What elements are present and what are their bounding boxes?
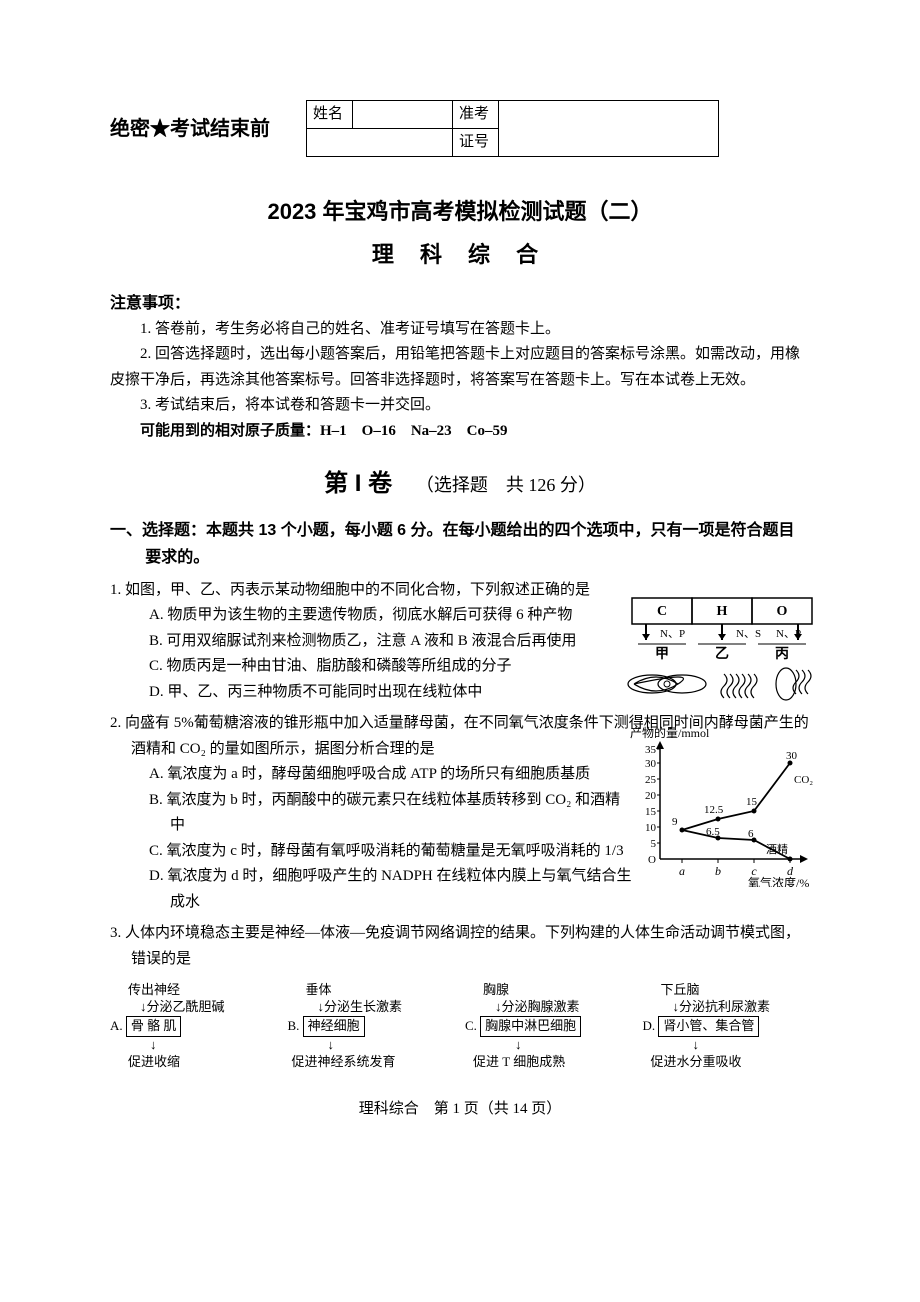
name-row-ext <box>307 129 453 157</box>
id-label-1: 准考 <box>453 101 499 129</box>
name-field[interactable] <box>353 101 453 129</box>
q2-opt-a[interactable]: A. 氧浓度为 a 时，酵母菌细胞呼吸合成 ATP 的场所只有细胞质基质 <box>149 762 635 788</box>
svg-text:b: b <box>715 864 721 878</box>
svg-text:O: O <box>648 854 656 866</box>
section1-head: 一、选择题：本题共 13 个小题，每小题 6 分。在每小题给出的四个选项中，只有… <box>145 517 810 571</box>
svg-text:产物的量/mmol: 产物的量/mmol <box>630 725 710 740</box>
header-row: 绝密★考试结束前 姓名 准考 证号 <box>110 100 810 157</box>
notice-3: 3. 考试结束后，将本试卷和答题卡一并交回。 <box>110 393 810 419</box>
q3-stem: 3. 人体内环境稳态主要是神经—体液—免疫调节网络调控的结果。下列构建的人体生命… <box>110 921 810 972</box>
name-id-table: 姓名 准考 证号 <box>306 100 719 157</box>
svg-text:H: H <box>717 604 728 619</box>
svg-text:9: 9 <box>672 816 678 828</box>
svg-text:氧气浓度/%: 氧气浓度/% <box>748 875 809 887</box>
svg-text:5: 5 <box>651 838 657 850</box>
svg-text:25: 25 <box>645 774 657 786</box>
svg-text:N、S: N、S <box>736 628 761 640</box>
q2-chart: 产物的量/mmol O 5 10 15 20 25 30 35 a b c d … <box>626 725 816 887</box>
id-field[interactable] <box>499 101 719 157</box>
svg-text:20: 20 <box>645 790 657 802</box>
q1-opt-c[interactable]: C. 物质丙是一种由甘油、脂肪酸和磷酸等所组成的分子 <box>149 654 639 680</box>
svg-text:6.5: 6.5 <box>706 826 720 838</box>
secret-label: 绝密★考试结束前 <box>110 112 270 146</box>
svg-text:12.5: 12.5 <box>704 804 724 816</box>
q1-figure: C H O N、P N、S N、P 甲 乙 丙 <box>626 592 818 710</box>
id-label-2: 证号 <box>453 129 499 157</box>
svg-text:甲: 甲 <box>655 646 669 662</box>
svg-text:酒精: 酒精 <box>766 843 788 856</box>
notice-2: 2. 回答选择题时，选出每小题答案后，用铅笔把答题卡上对应题目的答案标号涂黑。如… <box>110 342 810 393</box>
q2-opt-c[interactable]: C. 氧浓度为 c 时，酵母菌有氧呼吸消耗的葡萄糖量是无氧呼吸消耗的 1/3 <box>149 839 635 865</box>
q2-opt-d[interactable]: D. 氧浓度为 d 时，细胞呼吸产生的 NADPH 在线粒体内膜上与氧气结合生成… <box>149 864 635 915</box>
part-juan-sub: （选择题 共 126 分） <box>416 475 596 495</box>
svg-text:10: 10 <box>645 822 657 834</box>
svg-text:丙: 丙 <box>775 646 789 662</box>
svg-text:15: 15 <box>746 796 758 808</box>
svg-text:CO₂: CO₂ <box>794 774 813 786</box>
svg-text:C: C <box>657 604 667 619</box>
q1-opt-b[interactable]: B. 可用双缩脲试剂来检测物质乙，注意 A 液和 B 液混合后再使用 <box>149 629 639 655</box>
svg-text:N、P: N、P <box>776 628 801 640</box>
name-label: 姓名 <box>307 101 353 129</box>
svg-text:35: 35 <box>645 744 657 756</box>
q3-opt-c[interactable]: 胸腺 ↓分泌胸腺激素 C. 胸腺中淋巴细胞 ↓ 促进 T 细胞成熟 <box>465 982 633 1070</box>
notice-block: 注意事项： 1. 答卷前，考生务必将自己的姓名、准考证号填写在答题卡上。 2. … <box>110 290 810 445</box>
q3-opt-a[interactable]: 传出神经 ↓分泌乙酰胆碱 A. 骨 骼 肌 ↓ 促进收缩 <box>110 982 278 1070</box>
svg-text:6: 6 <box>748 828 754 840</box>
q3-opt-b[interactable]: 垂体 ↓分泌生长激素 B. 神经细胞 ↓ 促进神经系统发育 <box>288 982 456 1070</box>
part-head: 第 I 卷 （选择题 共 126 分） <box>110 464 810 505</box>
svg-text:30: 30 <box>645 758 657 770</box>
q2-opt-b[interactable]: B. 氧浓度为 b 时，丙酮酸中的碳元素只在线粒体基质转移到 CO₂ 和酒精中 <box>149 788 635 839</box>
svg-text:a: a <box>679 864 685 878</box>
q1-opt-a[interactable]: A. 物质甲为该生物的主要遗传物质，彻底水解后可获得 6 种产物 <box>149 603 639 629</box>
main-title: 2023 年宝鸡市高考模拟检测试题（二） <box>110 193 810 230</box>
atomic-mass: 可能用到的相对原子质量：H–1 O–16 Na–23 Co–59 <box>110 419 810 445</box>
q1-opt-d[interactable]: D. 甲、乙、丙三种物质不可能同时出现在线粒体中 <box>149 680 639 706</box>
page-footer: 理科综合 第 1 页（共 14 页） <box>110 1097 810 1123</box>
notice-head: 注意事项： <box>110 290 810 317</box>
part-juan: 第 I 卷 <box>324 470 392 497</box>
svg-text:15: 15 <box>645 806 657 818</box>
q3-options: 传出神经 ↓分泌乙酰胆碱 A. 骨 骼 肌 ↓ 促进收缩 垂体 ↓分泌生长激素 … <box>110 982 810 1070</box>
svg-text:乙: 乙 <box>715 646 729 662</box>
title-block: 2023 年宝鸡市高考模拟检测试题（二） 理 科 综 合 <box>110 193 810 274</box>
notice-1: 1. 答卷前，考生务必将自己的姓名、准考证号填写在答题卡上。 <box>110 317 810 343</box>
svg-text:O: O <box>777 604 788 619</box>
svg-text:N、P: N、P <box>660 628 685 640</box>
sub-title: 理 科 综 合 <box>110 236 810 273</box>
svg-text:30: 30 <box>786 750 798 762</box>
q3-opt-d[interactable]: 下丘脑 ↓分泌抗利尿激素 D. 肾小管、集合管 ↓ 促进水分重吸收 <box>643 982 811 1070</box>
